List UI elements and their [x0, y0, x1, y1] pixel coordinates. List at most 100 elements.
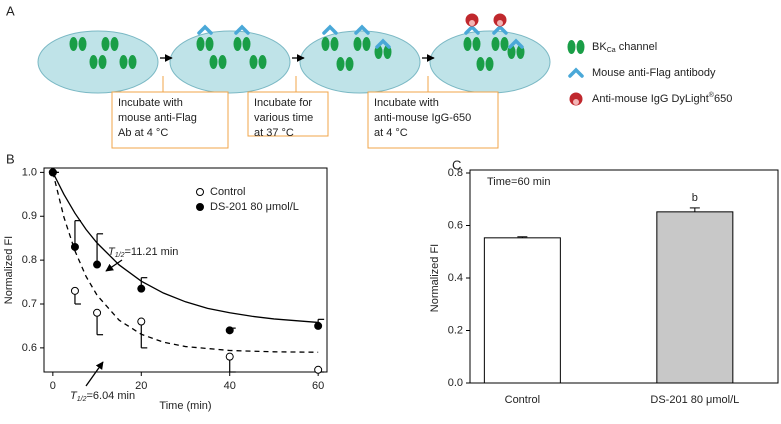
antibody-icon — [375, 38, 391, 49]
legend-text-part: BK — [592, 41, 607, 53]
step-text: various time — [254, 112, 313, 124]
dye-icon — [497, 20, 503, 26]
step-text: Ab at 4 °C — [118, 127, 168, 139]
data-point — [137, 317, 146, 326]
step-text: anti-mouse IgG-650 — [374, 112, 471, 124]
legend-text-part: channel — [616, 41, 658, 53]
x-tick-label: 60 — [312, 380, 324, 392]
y-tick-label: 0.6 — [22, 342, 37, 354]
x-tick-label: Control — [505, 394, 540, 406]
x-tick-label: DS-201 80 μmol/L — [650, 394, 739, 406]
y-tick-label: 1.0 — [22, 166, 37, 178]
legend-marker — [196, 203, 204, 211]
y-tick-label: 0.0 — [448, 377, 463, 389]
channel-icon — [472, 37, 481, 51]
legend-text-part: ® — [709, 91, 715, 99]
legend-text-part: Anti-mouse IgG DyLight — [592, 93, 709, 105]
channel-icon — [500, 37, 509, 51]
y-tick-label: 0.2 — [448, 324, 463, 336]
cell — [37, 30, 159, 94]
dye-icon — [573, 99, 579, 105]
channel-icon — [69, 37, 78, 51]
data-point — [93, 260, 102, 269]
panel-label: A — [6, 3, 15, 18]
antibody-icon — [508, 38, 524, 49]
annotation-arrow — [105, 259, 123, 272]
data-point — [48, 168, 57, 177]
cell — [169, 30, 291, 94]
legend-text: Mouse anti-Flag antibody — [592, 67, 716, 79]
x-tick-label: 0 — [50, 380, 56, 392]
data-point — [225, 352, 234, 361]
y-axis-label: Normalized FI — [3, 236, 15, 304]
annotation: Time=60 min — [487, 176, 550, 188]
channel-icon — [119, 55, 128, 69]
annotation: T1/2=6.04 min — [70, 390, 135, 403]
channel-icon — [218, 55, 227, 69]
antibody-icon — [197, 24, 213, 35]
y-tick-label: 0.8 — [448, 167, 463, 179]
plot-frame — [469, 169, 779, 384]
channel-icon — [258, 55, 267, 69]
annotation-part: T — [108, 246, 116, 258]
data-point — [137, 284, 146, 293]
dye-icon — [469, 20, 475, 26]
channel-icon — [476, 57, 485, 71]
step-box — [367, 91, 499, 149]
plot-frame — [43, 167, 328, 373]
panel-label: B — [6, 151, 15, 166]
channel-icon — [353, 37, 362, 51]
x-axis-label: Time (min) — [159, 400, 211, 412]
step-text: at 37 °C — [254, 127, 294, 139]
annotation-arrow — [85, 361, 104, 387]
annotation-part: =11.21 min — [124, 246, 178, 258]
channel-icon — [78, 37, 87, 51]
channel-icon — [205, 37, 214, 51]
channel-icon — [233, 37, 242, 51]
data-point — [93, 308, 102, 317]
legend-text: BKCa channel — [592, 41, 657, 54]
channel-icon — [242, 37, 251, 51]
legend-label: DS-201 80 μmol/L — [210, 201, 299, 213]
channel-icon — [101, 37, 110, 51]
legend-marker — [196, 188, 204, 196]
step-text: Incubate for — [254, 97, 312, 109]
bar — [483, 237, 561, 384]
channel-icon — [576, 40, 585, 54]
channel-icon — [491, 37, 500, 51]
y-axis-label: Normalized FI — [429, 244, 441, 312]
legend-text-part: Ca — [607, 47, 616, 54]
y-tick-label: 0.4 — [448, 272, 463, 284]
y-tick-label: 0.6 — [448, 219, 463, 231]
channel-icon — [98, 55, 107, 69]
channel-icon — [321, 37, 330, 51]
x-tick-label: 40 — [224, 380, 236, 392]
step-text: mouse anti-Flag — [118, 112, 197, 124]
x-tick-label: 20 — [135, 380, 147, 392]
channel-icon — [330, 37, 339, 51]
data-point — [314, 365, 323, 374]
fit-curve — [52, 172, 319, 324]
annotation-part: 1/2 — [115, 252, 125, 259]
y-tick-label: 0.9 — [22, 210, 37, 222]
antibody-icon — [492, 24, 508, 35]
channel-icon — [249, 55, 258, 69]
antibody-icon — [234, 24, 250, 35]
channel-icon — [110, 37, 119, 51]
significance-label: b — [692, 192, 698, 204]
antibody-icon — [464, 24, 480, 35]
panel-label: C — [452, 157, 461, 172]
legend-text: Anti-mouse IgG DyLight®650 — [592, 91, 732, 105]
legend-text-part: Mouse anti-Flag antibody — [592, 67, 716, 79]
step-box — [247, 91, 329, 137]
channel-icon — [209, 55, 218, 69]
y-tick-label: 0.7 — [22, 298, 37, 310]
channel-icon — [362, 37, 371, 51]
antibody-icon — [568, 67, 584, 78]
legend-label: Control — [210, 186, 245, 198]
y-tick-label: 0.8 — [22, 254, 37, 266]
step-text: Incubate with — [374, 97, 439, 109]
channel-icon — [463, 37, 472, 51]
channel-icon — [128, 55, 137, 69]
